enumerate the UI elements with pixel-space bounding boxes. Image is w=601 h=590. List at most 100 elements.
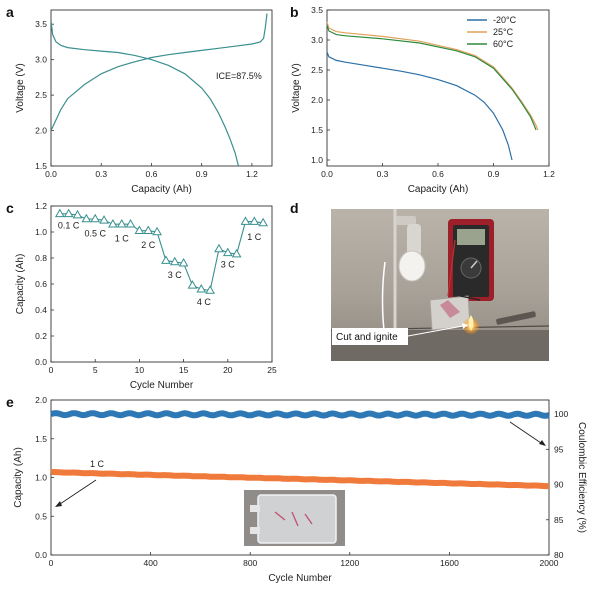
flame	[468, 315, 474, 331]
x-axis-label: Capacity (Ah)	[131, 184, 192, 195]
photo-d-cut-test: Cut and ignite	[330, 209, 550, 361]
y-right-tick-label: 100	[554, 409, 568, 419]
y-tick-label: 3.5	[311, 5, 323, 15]
x-tick-label: 0.9	[196, 169, 208, 179]
x-tick-label: 400	[144, 558, 158, 568]
x-tick-label: 0.6	[146, 169, 158, 179]
y-tick-label: 0.2	[35, 331, 47, 341]
y-tick-label: 0.5	[35, 511, 47, 521]
y-tick-label: 1.5	[311, 125, 323, 135]
data-point-triangle	[222, 247, 233, 257]
y-tick-label: 1.0	[35, 473, 47, 483]
data-point-triangle	[90, 213, 101, 223]
data-point-triangle	[54, 208, 65, 218]
x-tick-label: 0	[49, 365, 54, 375]
y-tick-label: 0.0	[35, 357, 47, 367]
y-tick-label: 1.5	[35, 161, 47, 171]
y-tick-label: 3.0	[311, 35, 323, 45]
annotation-pointer	[407, 324, 469, 337]
x-tick-label: 1.2	[543, 169, 555, 179]
rate-annotation: 3 C	[168, 270, 183, 280]
x-axis-label: Cycle Number	[268, 573, 332, 584]
data-point-triangle	[258, 217, 269, 227]
multimeter-display	[457, 229, 485, 245]
lamp-arm	[407, 224, 421, 256]
rate-annotation: 1 C	[115, 234, 130, 244]
y-tick-label: 0.6	[35, 279, 47, 289]
y-tick-label: 1.5	[35, 434, 47, 444]
coulombic-efficiency-series	[49, 410, 551, 419]
x-tick-label: 5	[93, 365, 98, 375]
data-point-triangle	[231, 248, 242, 258]
data-point-triangle	[72, 209, 83, 219]
inset-tab-top	[250, 505, 260, 512]
legend-label-2: 60°C	[493, 39, 514, 49]
y-right-tick-label: 85	[554, 515, 564, 525]
inset-pouch	[257, 494, 337, 544]
panel-label-e: e	[6, 394, 14, 410]
data-point-triangle	[81, 213, 92, 223]
data-point-triangle	[249, 216, 260, 225]
chart-e-long-cycling: 0 400 800 1200 1600 2000 0.0 0.5 1.0 1.5 2.0 Cycle …	[13, 395, 587, 584]
chart-a-charge-discharge: 0.0 0.3 0.6 0.9 1.2 1.5 2.0 2.5 3.0 3.5 Capacity (…	[15, 9, 273, 195]
x-tick-label: 15	[179, 365, 189, 375]
data-point-triangle	[169, 256, 180, 266]
x-tick-label: 0.9	[488, 169, 500, 179]
light-bulb	[398, 250, 426, 282]
left-axis-arrow	[56, 479, 97, 507]
inset-tab-bottom	[250, 527, 260, 534]
test-lead-black	[459, 295, 481, 301]
y-tick-label: 0.0	[35, 550, 47, 560]
photo-e-pouch-cell	[244, 490, 345, 546]
x-axis-label: Capacity (Ah)	[408, 184, 469, 195]
panel-label-c: c	[6, 200, 14, 216]
panel-label-d: d	[290, 200, 299, 216]
clamp	[396, 216, 416, 225]
charge-curve	[51, 13, 268, 131]
y-tick-label: 2.5	[311, 65, 323, 75]
rate-annotation: 0.1 C	[58, 221, 80, 231]
y-axis-label: Voltage (V)	[15, 63, 26, 112]
data-point-triangle	[187, 280, 198, 289]
x-tick-label: 0.0	[321, 169, 333, 179]
x-axis-label: Cycle Number	[130, 380, 194, 391]
data-point-triangle	[99, 215, 109, 224]
y-axis-label: Capacity (Ah)	[13, 447, 24, 508]
y-tick-label: 2.0	[35, 126, 47, 136]
cell-marking	[440, 300, 460, 318]
left-axis-arrowhead	[55, 501, 62, 507]
y-tick-label: 3.5	[35, 19, 47, 29]
rate-annotation: 1 C	[247, 232, 262, 242]
data-point-triangle	[214, 243, 224, 253]
inset-writing	[274, 511, 313, 527]
annotation-arrowhead	[462, 323, 468, 329]
x-tick-label: 0.6	[432, 169, 444, 179]
x-tick-label: 1.2	[246, 169, 258, 179]
capacity-series	[49, 469, 551, 490]
rate-annotation: 1 C	[90, 459, 105, 469]
series-line-2	[326, 24, 537, 131]
x-tick-label: 2000	[540, 558, 559, 568]
y-tick-label: 1.0	[35, 227, 47, 237]
x-tick-label: 25	[267, 365, 277, 375]
data-point-triangle	[63, 208, 74, 218]
test-lead-red	[447, 239, 456, 297]
discharge-curve	[51, 20, 240, 166]
y-tick-label: 2.5	[35, 90, 47, 100]
y-right-axis-label: Coulombic Efficiency (%)	[576, 422, 587, 533]
x-tick-label: 0.0	[45, 169, 57, 179]
x-tick-label: 0	[49, 558, 54, 568]
data-point-triangle	[205, 285, 215, 294]
data-point-triangle	[116, 218, 127, 228]
plot-frame	[50, 9, 273, 167]
panel-label-b: b	[290, 4, 299, 20]
panel-label-a: a	[6, 4, 14, 20]
rate-annotation: 2 C	[141, 240, 156, 250]
series-line-0	[326, 51, 513, 161]
y-tick-label: 2.0	[35, 395, 47, 405]
legend-label-0: -20°C	[493, 15, 517, 25]
x-tick-label: 1600	[440, 558, 459, 568]
x-tick-label: 800	[243, 558, 257, 568]
rate-annotation: 4 C	[197, 297, 212, 307]
